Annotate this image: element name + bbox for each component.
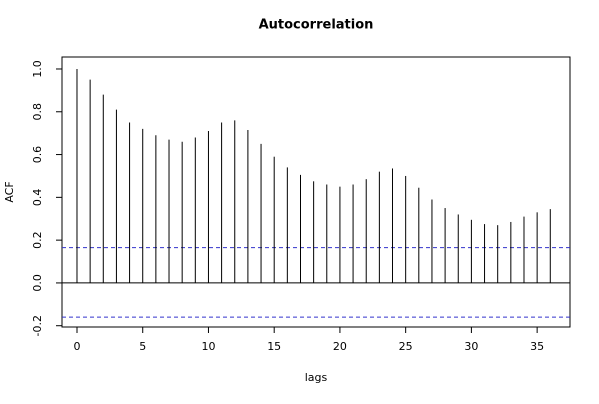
x-tick-label: 0	[73, 340, 80, 353]
x-tick-label: 30	[464, 340, 478, 353]
chart-title: Autocorrelation	[259, 18, 374, 33]
y-tick-label: 1.0	[31, 60, 44, 78]
y-tick-label: 0.4	[31, 189, 44, 207]
y-axis-label: ACF	[3, 181, 16, 202]
x-tick-label: 35	[530, 340, 544, 353]
x-axis-label: lags	[305, 371, 328, 384]
plot-frame	[61, 56, 571, 328]
x-tick-label: 5	[139, 340, 146, 353]
y-tick-label: 0.6	[31, 146, 44, 164]
x-tick-label: 15	[267, 340, 281, 353]
y-tick-label: 0.2	[31, 231, 44, 249]
x-tick-label: 25	[399, 340, 413, 353]
x-tick-label: 20	[333, 340, 347, 353]
y-tick-label: 0.0	[31, 274, 44, 292]
y-tick-label: -0.2	[31, 315, 44, 336]
x-tick-label: 10	[201, 340, 215, 353]
y-tick-label: 0.8	[31, 103, 44, 121]
